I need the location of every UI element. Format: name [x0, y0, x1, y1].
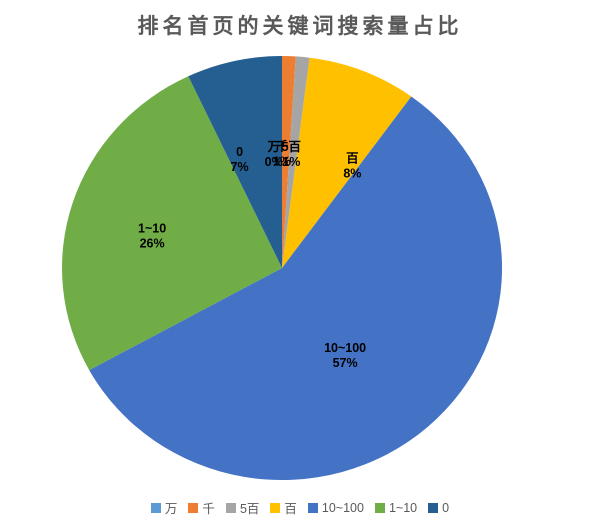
legend-swatch	[270, 502, 281, 513]
pie-slice-3	[282, 57, 412, 269]
legend-label: 10~100	[321, 500, 364, 515]
slice-label-3: 百 8%	[343, 152, 361, 181]
chart-title: 排名首页的关键词搜索量占比	[137, 15, 463, 38]
legend-label: 5百	[239, 502, 260, 516]
slice-label-name: 1~10	[138, 222, 166, 236]
legend-label: 1~10	[388, 500, 418, 515]
legend-item-4: 10~100	[307, 500, 364, 515]
legend-label: 0	[442, 500, 450, 515]
slice-label-2: 5百 1%	[282, 140, 301, 169]
pie-slice-1	[282, 55, 296, 268]
legend-item-0: 万	[150, 498, 178, 517]
slice-label-percent: 57%	[333, 356, 358, 370]
legend-item-2: 5百	[225, 498, 260, 517]
slice-label-percent: 7%	[231, 160, 249, 174]
slice-label-name: 10~100	[324, 341, 366, 355]
legend-swatch	[307, 502, 318, 513]
slice-label-6: 0 7%	[231, 145, 249, 174]
pie-slice-6	[188, 56, 282, 268]
slice-label-1: 千 1%	[273, 139, 291, 169]
legend-swatch	[374, 502, 385, 513]
legend-item-3: 百	[270, 498, 297, 517]
pie-slice-2	[282, 56, 310, 269]
slice-label-percent: 1%	[282, 155, 300, 169]
slice-label-4: 10~100 57%	[324, 341, 366, 370]
slice-label-name: 千	[276, 139, 289, 154]
legend-item-6: 0	[428, 501, 449, 515]
slice-label-percent: 1%	[273, 155, 291, 169]
legend-label: 千	[202, 502, 215, 516]
legend-item-1: 千	[188, 498, 215, 517]
slice-label-name: 万	[266, 140, 280, 154]
legend-label: 万	[164, 502, 178, 516]
slice-label-name: 0	[236, 145, 243, 159]
legend-swatch	[188, 502, 199, 513]
slice-label-name: 百	[346, 152, 359, 166]
slice-label-percent: 26%	[140, 237, 165, 251]
legend-swatch	[225, 502, 236, 513]
pie-slice-5	[62, 76, 282, 371]
legend-swatch	[150, 502, 161, 513]
chart-legend: 万 千 5百 百 10~100 1~10 0	[0, 498, 600, 517]
legend-swatch	[428, 502, 439, 513]
slice-label-5: 1~10 26%	[138, 222, 166, 251]
legend-item-5: 1~10	[374, 500, 418, 515]
slice-label-0: 万 0%	[265, 140, 283, 169]
legend-label: 百	[284, 502, 297, 516]
slice-label-percent: 8%	[343, 167, 361, 181]
slice-label-percent: 0%	[265, 155, 283, 169]
slice-label-name: 5百	[282, 140, 301, 154]
pie-slice-4	[89, 96, 503, 481]
